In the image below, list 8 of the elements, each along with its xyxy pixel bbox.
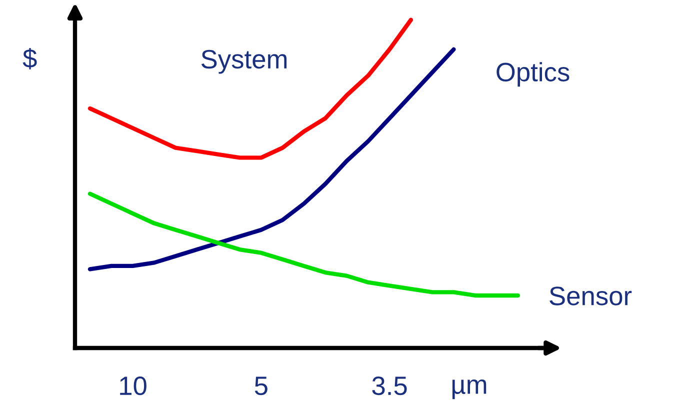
y-axis-title: $ (22, 48, 37, 70)
series-label: Sensor (550, 286, 632, 306)
x-axis-title: µm (452, 379, 486, 400)
series-label: Optics (496, 62, 570, 87)
text: System (201, 50, 287, 74)
x-tick-label: 3.5 (372, 376, 407, 396)
x-tick-label: 10 (120, 376, 146, 396)
x-tick-label: 5 (254, 376, 268, 396)
